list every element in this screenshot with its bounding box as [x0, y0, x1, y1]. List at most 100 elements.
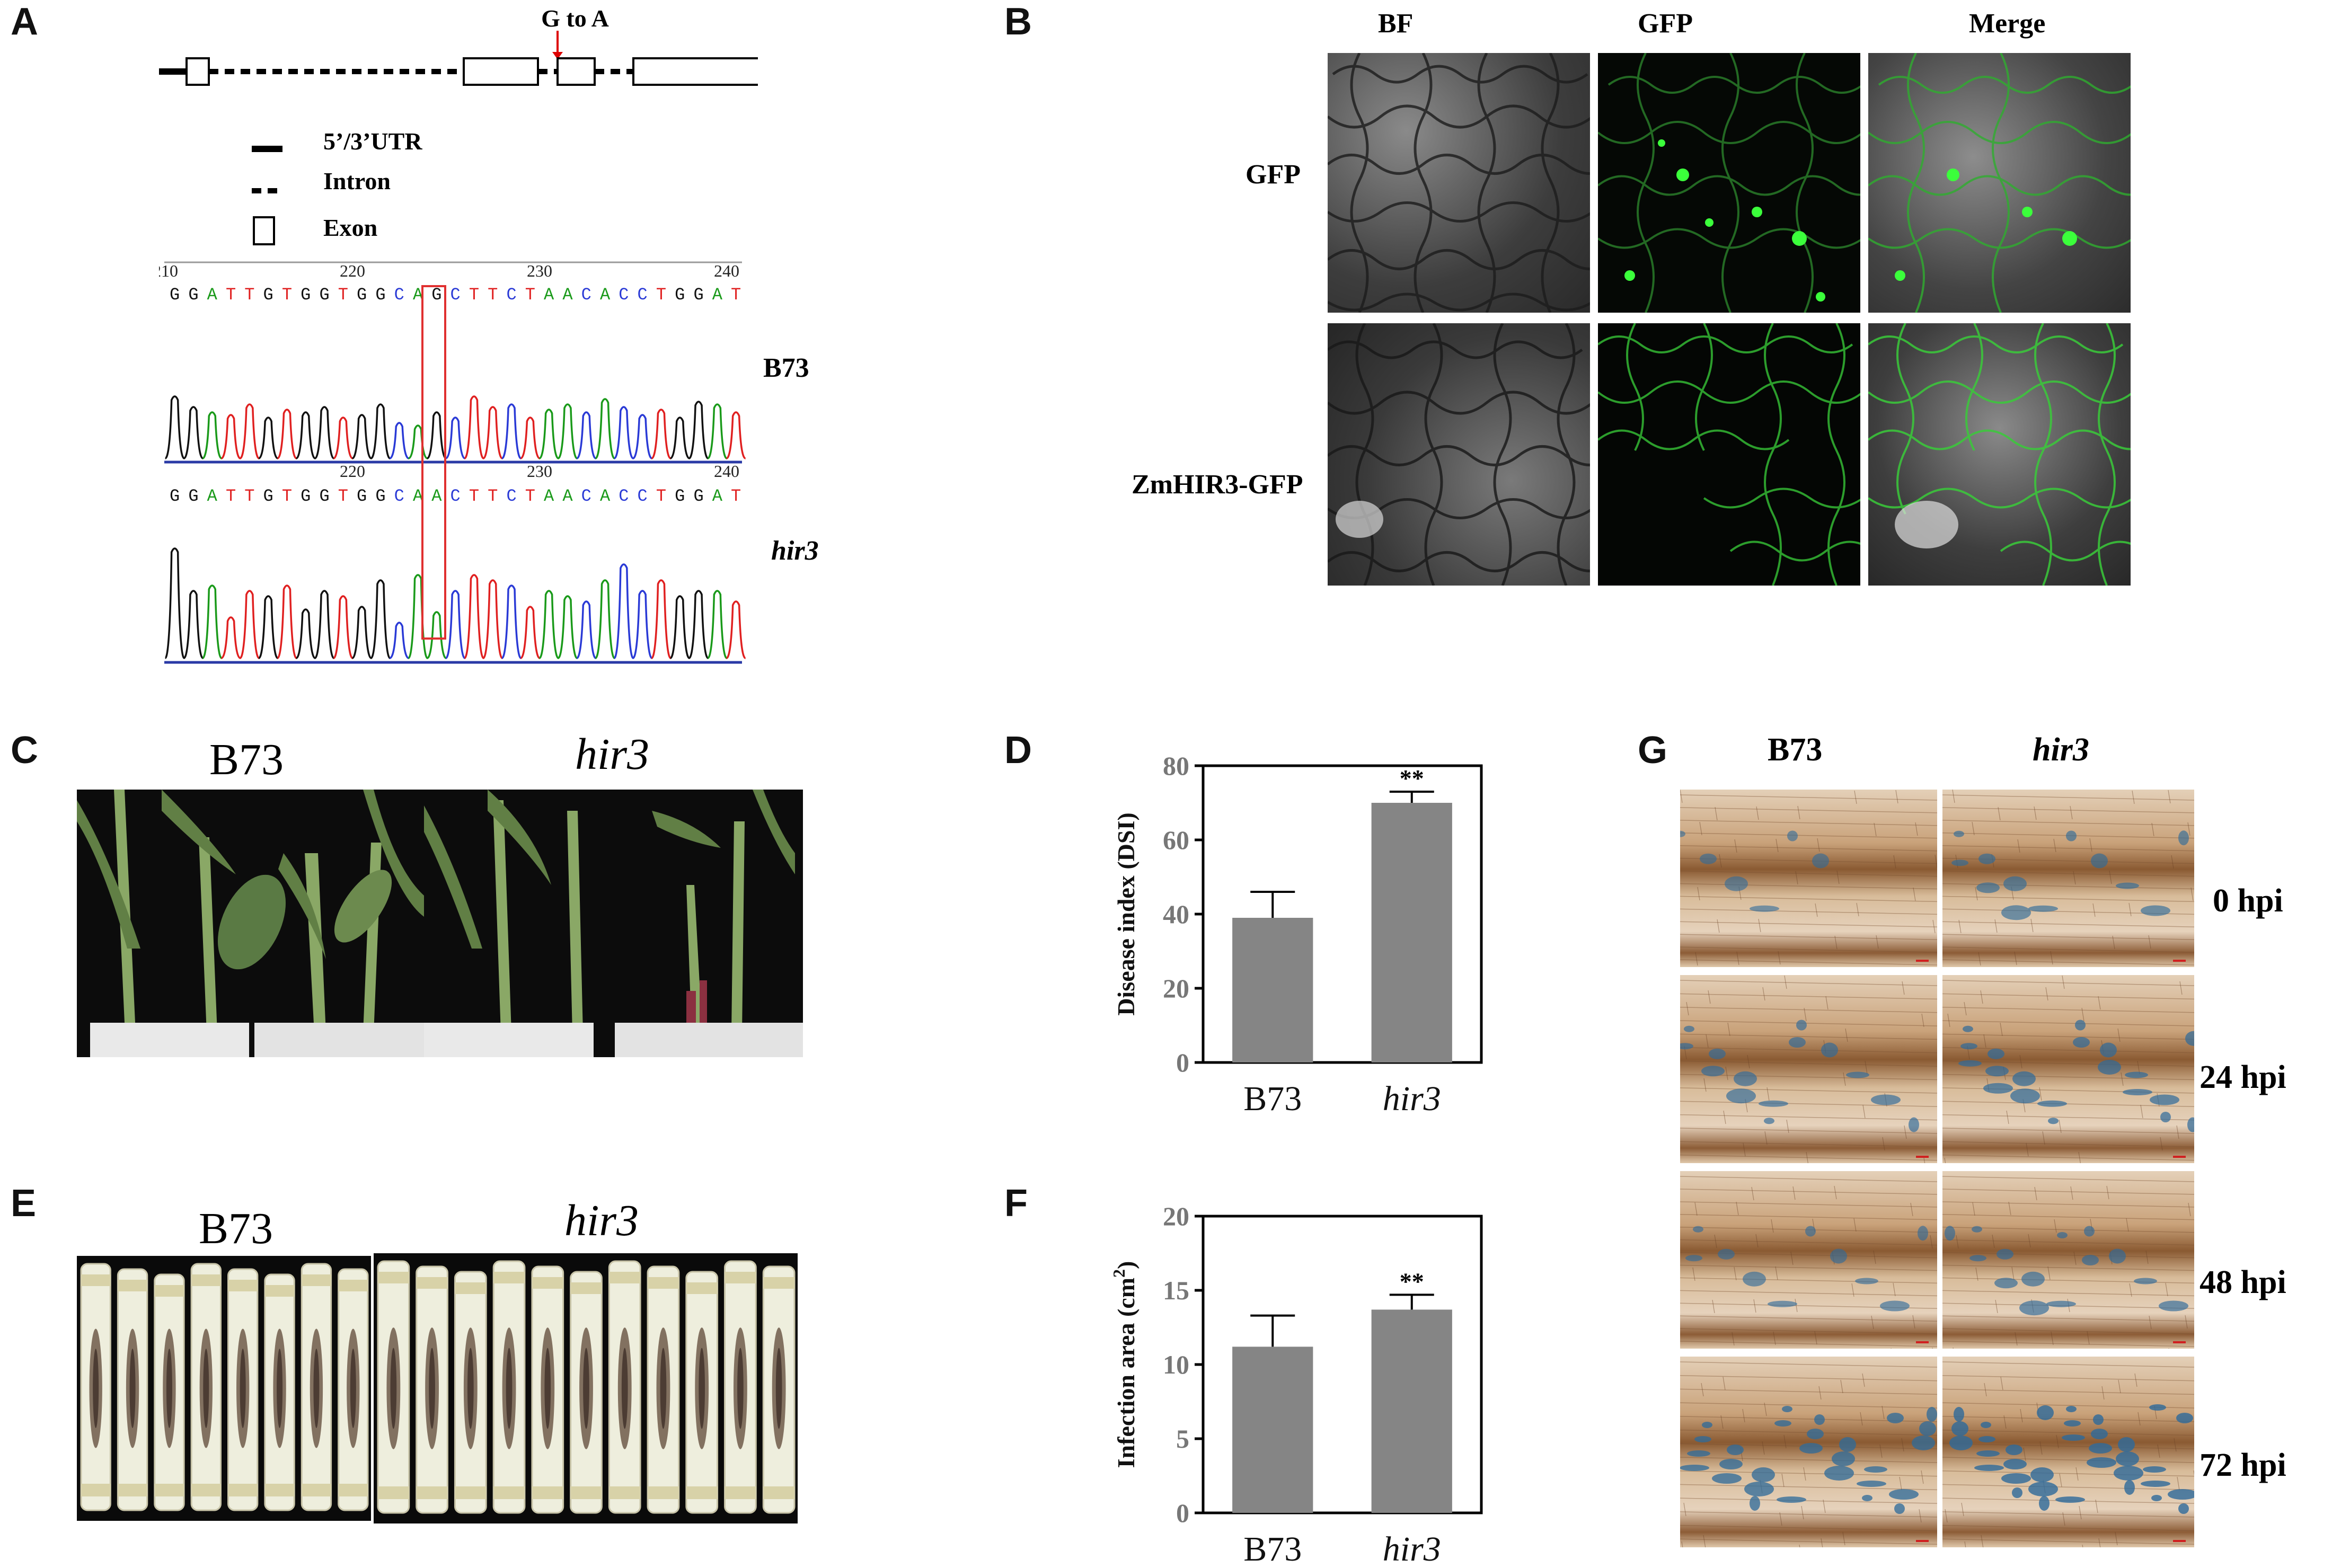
stalk-segment	[647, 1265, 680, 1514]
panel-letter-f: F	[1004, 1182, 1028, 1225]
row-label-zmhir3-gfp: ZmHIR3-GFP	[1132, 469, 1303, 500]
y-tick-label: 5	[1176, 1424, 1189, 1454]
base-call: C	[581, 285, 591, 305]
trace-peak	[427, 411, 447, 459]
trace-peak	[240, 403, 260, 459]
stalk-segment	[454, 1271, 487, 1514]
trypan-blue-image-b73-48hpi	[1680, 1171, 1937, 1349]
g-row-label-48hpi: 48 hpi	[2200, 1264, 2286, 1300]
gfp-image-zmhir3-gfp	[1598, 323, 1860, 586]
stalk-segment	[762, 1265, 796, 1514]
bar-chart-disease-index: 0 20 40 60 80 Disease index (DSI) B73 ** hir3	[1112, 751, 1483, 1118]
intron-legend-label: Intron	[323, 167, 391, 194]
base-call: G	[263, 285, 273, 305]
base-call: C	[506, 285, 516, 305]
base-call: A	[562, 486, 573, 506]
bf-image-gfp	[1328, 53, 1590, 313]
panel-letter-e: E	[11, 1182, 37, 1225]
panel-letter-a: A	[11, 1, 38, 43]
y-axis-label: Disease index (DSI)	[1112, 812, 1140, 1015]
g-col-header-b73: B73	[1768, 732, 1823, 768]
base-call: T	[488, 285, 498, 305]
base-call: A	[600, 486, 611, 506]
stalk-segment	[227, 1268, 259, 1511]
base-call: T	[338, 285, 348, 305]
x-tick-label: hir3	[1383, 1530, 1441, 1568]
significance-marker: **	[1400, 1268, 1424, 1295]
base-call: A	[600, 285, 611, 305]
base-call: T	[282, 486, 292, 506]
col-header-merge: Merge	[1969, 8, 2046, 39]
seq-tick-label: 220	[340, 261, 365, 280]
seq-tick-label: 220	[340, 462, 365, 481]
mutation-highlight-box	[421, 285, 446, 640]
base-call: T	[226, 285, 236, 305]
trace-peak	[389, 422, 409, 459]
y-tick-label: 40	[1163, 899, 1189, 929]
trace-peak	[613, 563, 634, 659]
mutation-arrow-head	[552, 52, 563, 59]
gene-structure-and-chromatogram: G to A	[159, 5, 758, 86]
trypan-blue-image-b73-72hpi	[1680, 1357, 1937, 1547]
trace-peak	[258, 417, 278, 459]
plant-photo-b73	[77, 790, 424, 1057]
trace-peak	[632, 590, 653, 659]
trace-peak	[408, 574, 428, 659]
col-header-gfp: GFP	[1638, 8, 1693, 39]
mutation-label: G to A	[541, 5, 609, 32]
base-call: T	[469, 486, 479, 506]
trace-peak	[576, 600, 597, 659]
base-call: T	[525, 486, 535, 506]
trace-peak	[370, 579, 391, 659]
base-call: T	[244, 285, 254, 305]
base-call: T	[488, 486, 498, 506]
trace-peak	[558, 403, 578, 459]
base-call: T	[731, 486, 741, 506]
trypan-blue-image-hir3-48hpi	[1942, 1171, 2194, 1349]
trace-peak	[726, 411, 746, 459]
seq-ticks-bottom: 220 230 240	[340, 462, 739, 481]
trace-peak	[408, 424, 428, 459]
stalk-segment	[338, 1268, 369, 1511]
trypan-blue-image-hir3-72hpi	[1942, 1357, 2194, 1547]
trace-peak	[183, 406, 204, 459]
panel-letter-g: G	[1638, 729, 1668, 772]
seq-tick-label: 240	[714, 462, 739, 481]
g-row-label-0hpi: 0 hpi	[2213, 883, 2283, 919]
g-row-label-24hpi: 24 hpi	[2200, 1059, 2286, 1095]
trace-peak	[258, 595, 279, 659]
base-call: T	[244, 486, 254, 506]
trace-peak	[202, 411, 222, 459]
trace-peak	[351, 606, 372, 659]
trace-peak	[164, 395, 185, 459]
base-call: G	[357, 486, 367, 506]
stalk-segment	[685, 1271, 719, 1514]
base-call: G	[301, 486, 311, 506]
base-call: G	[375, 486, 385, 506]
trace-peak	[427, 611, 447, 659]
stalk-segment	[190, 1263, 222, 1511]
trace-peak	[595, 398, 615, 459]
base-call: G	[188, 285, 198, 305]
base-call: C	[394, 285, 404, 305]
seq-tick-label: 240	[714, 261, 739, 280]
base-call: T	[226, 486, 236, 506]
base-call: C	[394, 486, 404, 506]
trace-peak	[558, 595, 578, 659]
y-tick-label: 0	[1176, 1048, 1189, 1077]
base-call: A	[712, 285, 723, 305]
stalk-segment	[492, 1260, 526, 1514]
seq-tick-label: 230	[527, 261, 552, 280]
trace-peak	[670, 417, 690, 459]
y-tick-label: 60	[1163, 825, 1189, 855]
trace-peak	[688, 590, 709, 659]
base-call: G	[301, 285, 311, 305]
plant-photo-hir3	[424, 790, 803, 1057]
trace-peak	[220, 414, 241, 459]
exon-legend-label: Exon	[323, 214, 378, 241]
g-col-header-hir3: hir3	[2033, 732, 2089, 768]
trace-peak	[295, 608, 316, 659]
label-c-hir3: hir3	[575, 730, 650, 779]
trace-peak	[277, 409, 297, 459]
